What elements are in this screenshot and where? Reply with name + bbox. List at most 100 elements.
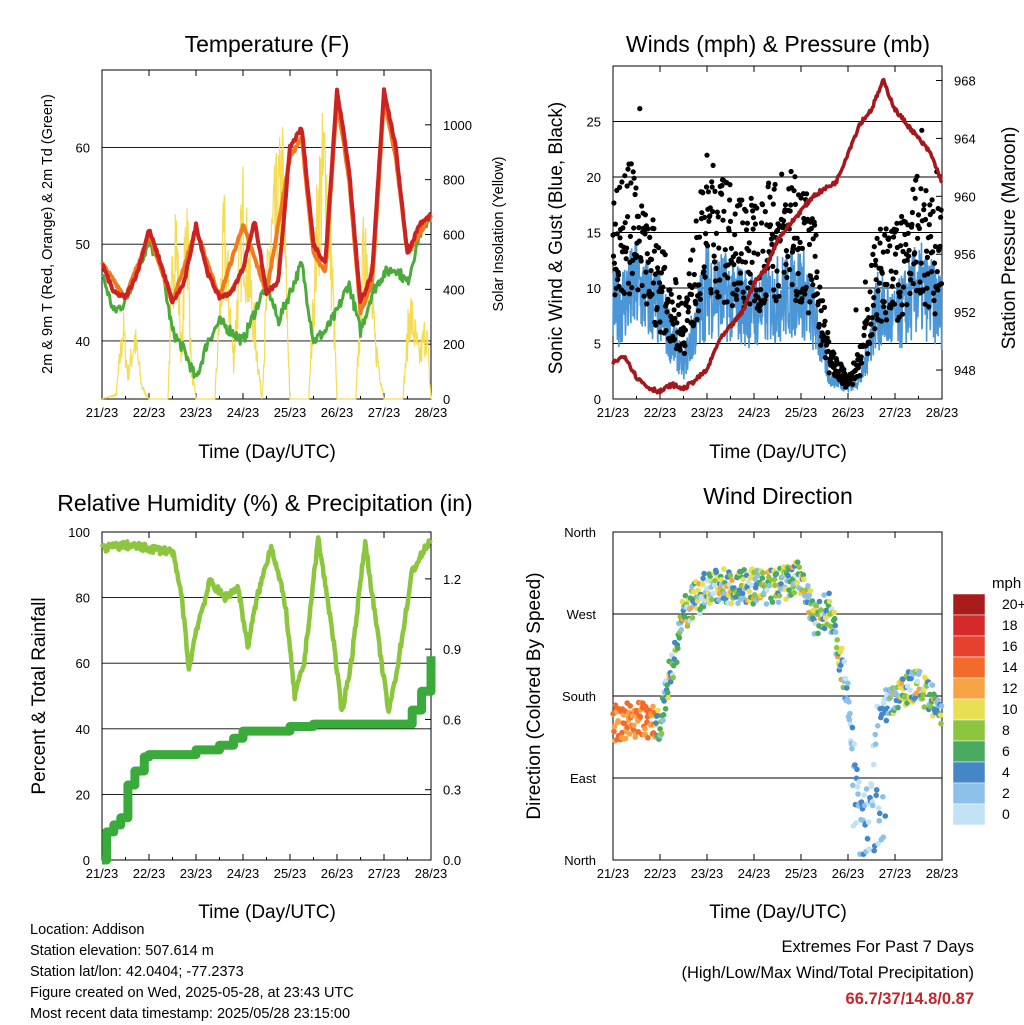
- gust-point: [931, 260, 938, 266]
- gust-point: [693, 301, 699, 307]
- gust-point: [795, 270, 801, 277]
- direction-points: [610, 559, 945, 857]
- direction-point: [853, 820, 859, 826]
- direction-point: [760, 570, 766, 576]
- x-tick-label: 24/23: [227, 405, 260, 420]
- gust-point: [782, 202, 789, 208]
- gust-point: [737, 202, 743, 208]
- gust-point: [882, 232, 888, 238]
- gust-point: [651, 248, 658, 254]
- gust-point: [737, 270, 744, 276]
- humidity-plot-frame: [101, 531, 432, 861]
- gust-point: [771, 186, 777, 192]
- gust-point: [617, 235, 623, 241]
- gust-point: [788, 168, 794, 175]
- gust-point: [802, 291, 808, 297]
- gust-point: [677, 347, 683, 353]
- gust-point: [922, 216, 929, 223]
- gust-point: [822, 355, 829, 361]
- gust-point: [758, 220, 765, 226]
- direction-point: [740, 576, 746, 583]
- direction-point: [704, 578, 711, 584]
- gust-point: [935, 287, 941, 293]
- gust-point: [616, 272, 622, 278]
- x-tick-label: 22/23: [644, 866, 677, 881]
- gust-point: [899, 213, 905, 220]
- direction-point: [879, 705, 886, 711]
- gust-point: [770, 201, 776, 207]
- x-tick-label: 21/23: [597, 405, 630, 420]
- direction-point: [821, 625, 828, 632]
- direction-point: [681, 613, 688, 620]
- gust-point: [625, 214, 631, 220]
- gust-point: [656, 245, 662, 251]
- y-right-tick-label: 1000: [443, 118, 472, 133]
- gust-point: [881, 304, 887, 310]
- direction-point: [821, 592, 827, 598]
- direction-point: [873, 787, 880, 793]
- direction-point: [694, 598, 701, 604]
- gust-point: [878, 318, 885, 324]
- y-right-tick-label: 200: [443, 337, 465, 352]
- gust-point: [889, 283, 895, 289]
- gust-point: [648, 256, 655, 263]
- direction-point: [851, 741, 858, 747]
- gust-point: [776, 293, 782, 299]
- x-tick-label: 24/23: [738, 405, 771, 420]
- direction-point: [816, 598, 823, 605]
- humidity-xlabel: Time (Day/UTC): [198, 902, 336, 923]
- gust-point: [738, 251, 744, 257]
- gust-point: [891, 234, 897, 240]
- direction-point: [935, 697, 941, 703]
- gust-point: [714, 209, 720, 215]
- gust-point: [648, 268, 654, 274]
- gust-point: [916, 225, 923, 232]
- gust-point: [659, 288, 665, 295]
- gust-point: [805, 310, 812, 316]
- gust-point: [740, 220, 746, 226]
- gust-point: [705, 189, 712, 195]
- direction-point: [716, 597, 722, 603]
- temperature-ylabel-right: Solar Insolation (Yellow): [491, 156, 507, 311]
- gust-point: [671, 307, 677, 313]
- station-latlon: Station lat/lon: 42.0404; -77.2373: [30, 964, 244, 980]
- gust-point: [914, 173, 920, 179]
- gust-point: [938, 214, 944, 220]
- gust-point: [628, 180, 634, 186]
- gust-point: [897, 293, 903, 300]
- gust-point: [870, 302, 877, 308]
- x-tick-label: 28/23: [415, 866, 448, 881]
- gust-point: [727, 197, 733, 203]
- gust-point: [679, 300, 685, 306]
- x-tick-label: 27/23: [879, 866, 912, 881]
- direction-point: [919, 695, 926, 702]
- gust-point: [729, 303, 736, 309]
- direction-point: [872, 741, 879, 747]
- direction-point: [764, 587, 770, 593]
- y-right-tick-label: 0.9: [443, 642, 461, 657]
- gust-point: [707, 213, 713, 219]
- direction-point: [727, 572, 734, 579]
- x-tick-label: 26/23: [321, 866, 354, 881]
- gust-point: [924, 254, 931, 260]
- gust-point: [810, 282, 816, 288]
- gust-point: [900, 284, 907, 290]
- gust-point: [726, 228, 732, 234]
- direction-point: [876, 818, 882, 824]
- gust-point: [745, 285, 751, 291]
- direction-point: [880, 794, 886, 800]
- y-tick-label: 15: [587, 226, 601, 241]
- gust-point: [631, 225, 637, 231]
- direction-point: [711, 582, 718, 588]
- rh-series-line: [99, 535, 433, 714]
- gust-point: [610, 253, 617, 259]
- gust-point: [887, 243, 893, 249]
- direction-point: [937, 712, 944, 718]
- gust-point: [772, 294, 778, 300]
- gust-point: [706, 218, 712, 224]
- y-tick-label: 0: [83, 853, 90, 868]
- direction-point: [813, 603, 820, 609]
- direction-point: [805, 583, 811, 589]
- direction-point: [642, 726, 648, 732]
- gust-point: [884, 281, 890, 288]
